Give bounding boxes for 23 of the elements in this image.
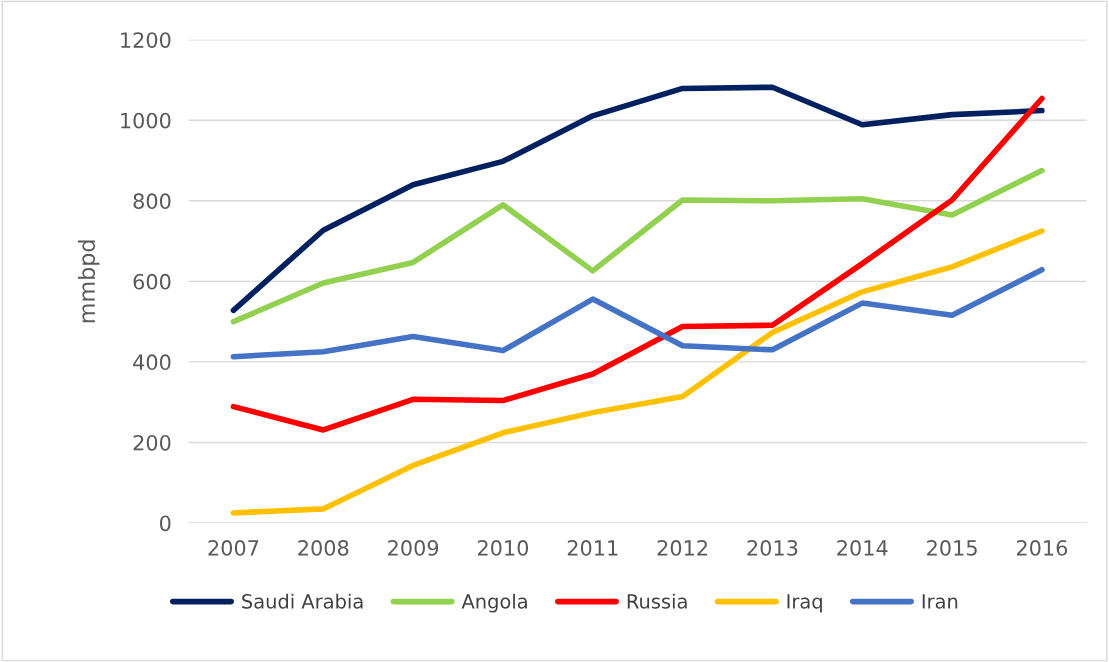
legend-label: Saudi Arabia [242, 593, 363, 609]
y-tick-label: 1200 [121, 32, 171, 48]
x-tick-label: 2010 [477, 540, 529, 556]
y-tick-label: 1000 [121, 112, 171, 129]
y-tick-label: 200 [133, 434, 171, 451]
legend-label: Russia [627, 593, 687, 609]
legend-label: Iraq [787, 594, 822, 613]
x-tick-label: 2008 [298, 540, 349, 556]
x-tick-label: 2016 [1016, 540, 1068, 556]
y-tick-label: 0 [159, 515, 171, 532]
x-tick-label: 2007 [208, 540, 259, 556]
legend-label: Iran [922, 594, 958, 609]
y-tick-label: 400 [133, 354, 171, 371]
x-tick-label: 2015 [927, 540, 977, 556]
x-tick-label: 2013 [747, 540, 798, 556]
legend-label: Angola [461, 593, 527, 613]
y-tick-label: 600 [133, 273, 171, 290]
x-tick-label: 2011 [567, 540, 618, 556]
x-tick-label: 2012 [657, 540, 708, 556]
x-tick-label: 2014 [837, 540, 888, 556]
y-axis-title: mmbpd [77, 240, 100, 323]
y-tick-label: 800 [133, 193, 171, 210]
x-tick-label: 2009 [388, 540, 439, 556]
